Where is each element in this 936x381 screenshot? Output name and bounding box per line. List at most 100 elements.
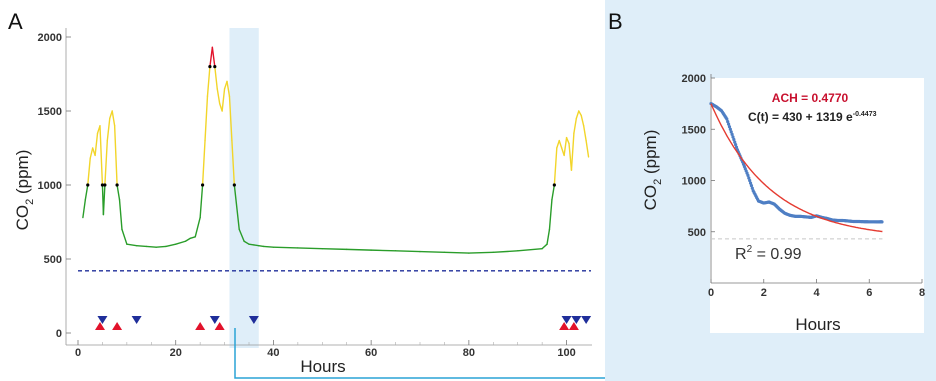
co2-series-segment — [104, 139, 109, 186]
y-tick-label: 1000 — [38, 180, 62, 192]
panel-b-ylabel: CO2 (ppm) — [641, 130, 664, 211]
co2-series-segment — [548, 199, 553, 231]
occupancy-down-marker — [561, 316, 572, 324]
co2-series-segment — [551, 184, 556, 201]
b-x-tick-label: 4 — [813, 287, 820, 299]
co2-series-segment — [578, 110, 582, 117]
co2-series-segment — [573, 117, 578, 134]
co2-data-point — [727, 125, 732, 129]
co2-series-segment — [231, 139, 236, 186]
co2-series-segment — [226, 80, 231, 97]
occupancy-up-marker — [94, 322, 105, 330]
y-tick-label: 1500 — [38, 106, 62, 118]
occupancy-down-marker — [97, 316, 108, 324]
r-squared-label: R2 = 0.99 — [735, 244, 802, 263]
co2-series-segment — [221, 88, 226, 112]
co2-series-segment — [228, 95, 233, 142]
co2-series-segment — [394, 250, 421, 253]
co2-data-point — [746, 173, 750, 177]
co2-series-segment — [102, 184, 106, 216]
co2-data-point — [734, 145, 739, 149]
co2-series-segment — [89, 147, 94, 160]
panel-b-xlabel: Hours — [795, 315, 840, 334]
co2-series-segment — [321, 247, 348, 251]
co2-data-point — [748, 181, 753, 185]
b-x-tick-label: 6 — [866, 287, 872, 299]
b-x-tick-label: 2 — [761, 287, 767, 299]
panel-b-axes: 500 1000 1500 2000 0 2 4 6 8 — [682, 73, 926, 299]
co2-series-segment — [243, 240, 250, 245]
co2-series-segment — [346, 248, 372, 251]
occupancy-down-marker — [571, 316, 582, 324]
co2-data-point — [730, 132, 734, 136]
co2-series-segment — [517, 247, 543, 252]
threshold-crossing-dot — [232, 183, 236, 187]
occupancy-up-marker — [112, 322, 123, 330]
threshold-crossing-dot — [213, 65, 217, 69]
co2-series-segment — [238, 228, 245, 242]
threshold-crossing-dot — [200, 183, 205, 187]
panel-a-axes: 0 500 1000 1500 2000 0 20 40 60 80 100 — [38, 28, 592, 359]
threshold-crossing-dot — [115, 183, 119, 187]
svg-text:CO2 (ppm): CO2 (ppm) — [641, 130, 664, 211]
b-x-tick-label: 0 — [708, 287, 714, 299]
co2-series-segment — [111, 110, 116, 127]
co2-data-point — [749, 184, 754, 188]
co2-series-segment — [118, 199, 123, 231]
co2-data-point — [731, 135, 735, 139]
co2-data-point — [729, 130, 733, 134]
co2-series-segment — [84, 184, 89, 201]
zoom-connector-line — [234, 328, 605, 379]
co2-series-segment — [189, 236, 196, 239]
threshold-crossing-dot — [100, 183, 105, 187]
co2-series-segment — [272, 246, 299, 249]
occupancy-up-marker — [568, 322, 579, 330]
x-tick-label: 100 — [557, 347, 575, 359]
highlight-window — [229, 28, 259, 348]
co2-series-segment — [582, 125, 587, 142]
co2-series-segment — [253, 244, 260, 247]
occupancy-down-marker — [248, 316, 259, 324]
co2-series-segment — [216, 88, 221, 105]
y-tick-label: 2000 — [38, 32, 62, 44]
occupancy-up-marker — [195, 322, 206, 330]
co2-series-segment — [194, 216, 201, 238]
co2-series-segment — [184, 237, 192, 242]
panel-a-ylabel: CO2 (ppm) — [13, 150, 36, 231]
x-tick-label: 60 — [365, 347, 377, 359]
co2-series-segment — [541, 243, 548, 250]
co2-series-segment — [199, 184, 204, 219]
co2-series-segment — [145, 245, 157, 248]
co2-data-point — [726, 122, 731, 126]
b-y-tick-label: 500 — [688, 227, 706, 239]
co2-series-segment — [248, 243, 255, 246]
panel-a-markers — [94, 316, 592, 330]
co2-series-segment — [419, 250, 446, 254]
panel-b-letter: B — [608, 9, 623, 34]
co2-data-point — [734, 143, 738, 147]
co2-data-point — [726, 119, 730, 124]
co2-data-point — [747, 176, 751, 180]
co2-data-point — [732, 137, 736, 142]
co2-series-segment — [116, 184, 121, 201]
b-y-tick-label: 1500 — [682, 124, 706, 136]
y-tick-label: 0 — [56, 328, 62, 340]
y-tick-label: 500 — [44, 254, 62, 266]
co2-series-segment — [563, 136, 568, 157]
co2-series-segment — [94, 132, 99, 157]
co2-series-segment — [201, 139, 206, 186]
co2-series-segment — [113, 125, 118, 186]
ach-label: ACH = 0.4770 — [772, 91, 849, 105]
co2-series-segment — [99, 125, 104, 186]
co2-series-segment — [370, 249, 397, 252]
co2-series-segment — [443, 251, 470, 254]
co2-series-segment — [570, 132, 575, 171]
fit-equation: C(t) = 430 + 1319 e-0.4473 — [748, 110, 877, 124]
panel-a-xlabel: Hours — [300, 357, 345, 376]
x-tick-label: 80 — [463, 347, 475, 359]
panel-b-plot-area — [710, 78, 924, 333]
panel-a-letter: A — [8, 9, 23, 34]
exponential-fit-curve — [710, 103, 883, 233]
co2-series-segment — [204, 95, 209, 142]
co2-series-segment — [121, 228, 128, 245]
